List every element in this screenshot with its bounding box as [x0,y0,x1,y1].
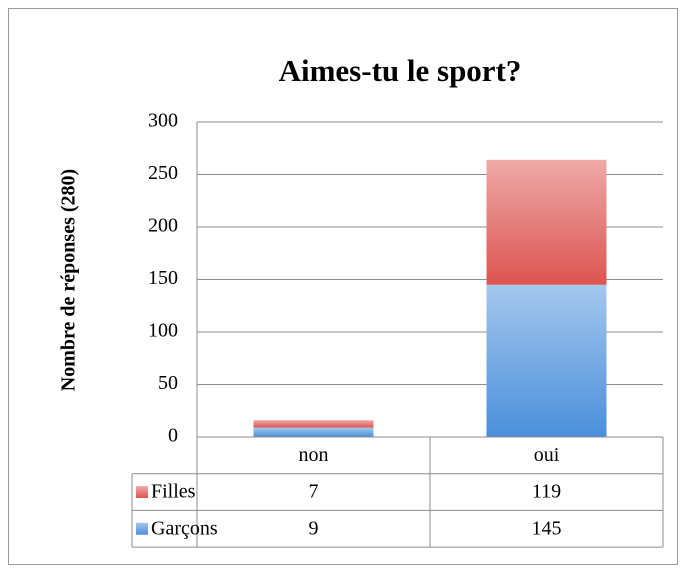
bar-segment [253,420,374,428]
y-axis-label: Nombre de réponses (280) [58,169,80,391]
x-tick-label: oui [534,444,560,466]
y-tick-label: 150 [148,267,178,289]
legend-swatch [136,522,148,535]
chart-title: Aimes-tu le sport? [279,53,522,88]
bar-segment [486,284,607,437]
y-tick-label: 250 [148,162,178,184]
y-tick-label: 300 [148,110,178,132]
legend-label: Filles [151,481,196,503]
table-value: 7 [309,481,319,503]
table-value: 119 [532,481,561,503]
legend-swatch [136,486,148,499]
table-value: 145 [532,517,562,539]
legend-label: Garçons [151,517,218,539]
x-tick-label: non [299,444,329,466]
y-tick-label: 100 [148,320,178,342]
bar-segment [486,159,607,285]
bar-segment [253,427,374,437]
y-tick-label: 0 [168,425,178,447]
y-tick-label: 50 [158,372,178,394]
y-tick-label: 200 [148,215,178,237]
table-value: 9 [309,517,319,539]
